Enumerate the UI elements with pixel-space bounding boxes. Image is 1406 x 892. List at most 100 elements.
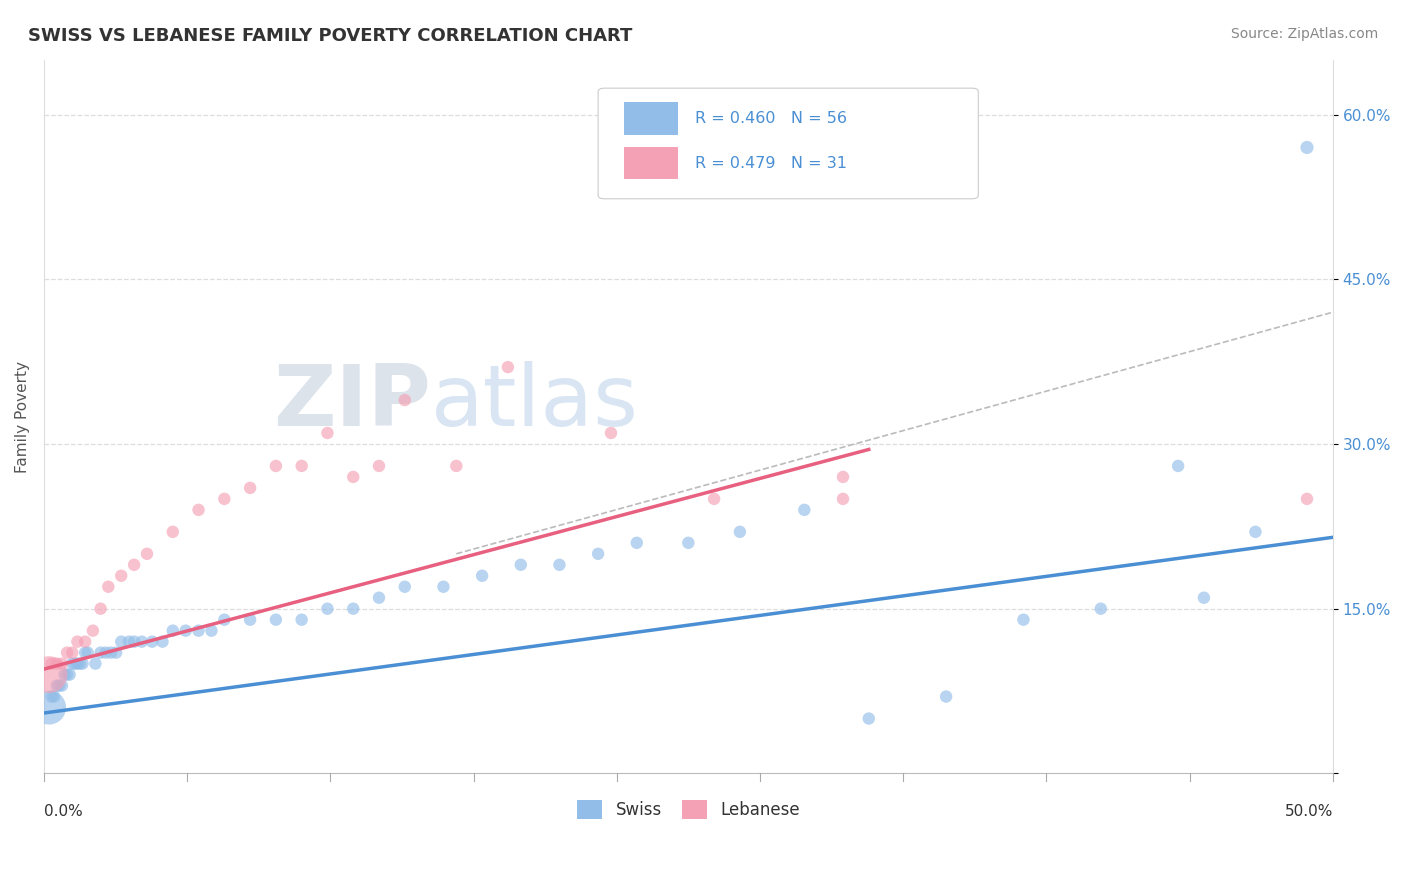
FancyBboxPatch shape bbox=[624, 146, 678, 178]
Point bbox=[60, 657, 83, 671]
Point bbox=[678, 536, 700, 550]
Point bbox=[118, 634, 141, 648]
Point bbox=[136, 547, 159, 561]
Point bbox=[59, 667, 82, 681]
Point bbox=[200, 624, 222, 638]
Point bbox=[446, 458, 468, 473]
Point bbox=[69, 657, 91, 671]
Point bbox=[1012, 613, 1035, 627]
Point bbox=[84, 657, 107, 671]
Point bbox=[90, 601, 112, 615]
Point bbox=[1296, 140, 1319, 154]
Point bbox=[82, 624, 104, 638]
Point bbox=[214, 491, 236, 506]
Point bbox=[187, 503, 209, 517]
Point bbox=[368, 591, 391, 605]
Point bbox=[38, 700, 60, 714]
Point bbox=[100, 646, 122, 660]
Point bbox=[1090, 601, 1112, 615]
Point bbox=[214, 613, 236, 627]
Point bbox=[342, 470, 364, 484]
Point bbox=[110, 634, 132, 648]
Point bbox=[45, 679, 67, 693]
Point bbox=[72, 657, 94, 671]
Point bbox=[122, 634, 145, 648]
Point bbox=[600, 425, 623, 440]
FancyBboxPatch shape bbox=[624, 103, 678, 135]
Point bbox=[432, 580, 454, 594]
Point bbox=[793, 503, 815, 517]
Text: R = 0.479   N = 31: R = 0.479 N = 31 bbox=[695, 155, 846, 170]
Point bbox=[174, 624, 197, 638]
Point bbox=[239, 481, 262, 495]
Point bbox=[51, 657, 73, 671]
Point bbox=[141, 634, 163, 648]
Text: 0.0%: 0.0% bbox=[44, 804, 83, 819]
Point bbox=[97, 580, 120, 594]
Point bbox=[162, 524, 184, 539]
Point bbox=[935, 690, 957, 704]
Text: Source: ZipAtlas.com: Source: ZipAtlas.com bbox=[1230, 27, 1378, 41]
Point bbox=[66, 634, 89, 648]
Point bbox=[264, 613, 287, 627]
Point bbox=[44, 690, 66, 704]
Point bbox=[63, 657, 86, 671]
Point bbox=[703, 491, 725, 506]
Point bbox=[45, 657, 67, 671]
Point bbox=[131, 634, 153, 648]
Point bbox=[858, 712, 880, 726]
Point bbox=[162, 624, 184, 638]
Point bbox=[832, 470, 855, 484]
Text: atlas: atlas bbox=[430, 360, 638, 443]
Point bbox=[291, 613, 314, 627]
Text: SWISS VS LEBANESE FAMILY POVERTY CORRELATION CHART: SWISS VS LEBANESE FAMILY POVERTY CORRELA… bbox=[28, 27, 633, 45]
Point bbox=[1244, 524, 1267, 539]
Point bbox=[56, 667, 79, 681]
Point bbox=[394, 392, 416, 407]
Point bbox=[75, 634, 97, 648]
Point bbox=[342, 601, 364, 615]
Point bbox=[368, 458, 391, 473]
Point bbox=[316, 425, 339, 440]
Text: 50.0%: 50.0% bbox=[1285, 804, 1333, 819]
Point bbox=[1296, 491, 1319, 506]
Point bbox=[264, 458, 287, 473]
Point bbox=[1167, 458, 1189, 473]
Point bbox=[187, 624, 209, 638]
Point bbox=[471, 568, 494, 582]
Point bbox=[394, 580, 416, 594]
Point bbox=[586, 547, 609, 561]
Point bbox=[60, 646, 83, 660]
Point bbox=[728, 524, 751, 539]
Point bbox=[316, 601, 339, 615]
Point bbox=[75, 646, 97, 660]
Legend: Swiss, Lebanese: Swiss, Lebanese bbox=[571, 793, 806, 826]
Point bbox=[509, 558, 531, 572]
Point bbox=[90, 646, 112, 660]
Point bbox=[38, 667, 60, 681]
Point bbox=[110, 568, 132, 582]
Point bbox=[239, 613, 262, 627]
FancyBboxPatch shape bbox=[598, 88, 979, 199]
Point bbox=[548, 558, 571, 572]
Point bbox=[626, 536, 648, 550]
Point bbox=[53, 667, 76, 681]
Point bbox=[48, 679, 70, 693]
Point bbox=[41, 657, 63, 671]
Point bbox=[66, 657, 89, 671]
Point bbox=[51, 679, 73, 693]
Point bbox=[832, 491, 855, 506]
Point bbox=[122, 558, 145, 572]
Point bbox=[94, 646, 117, 660]
Point bbox=[496, 360, 519, 375]
Point bbox=[291, 458, 314, 473]
Point bbox=[56, 646, 79, 660]
Point bbox=[41, 690, 63, 704]
Text: ZIP: ZIP bbox=[273, 360, 430, 443]
Point bbox=[105, 646, 128, 660]
Point bbox=[1192, 591, 1215, 605]
Y-axis label: Family Poverty: Family Poverty bbox=[15, 360, 30, 473]
Point bbox=[152, 634, 174, 648]
Text: R = 0.460   N = 56: R = 0.460 N = 56 bbox=[695, 112, 846, 127]
Point bbox=[76, 646, 98, 660]
